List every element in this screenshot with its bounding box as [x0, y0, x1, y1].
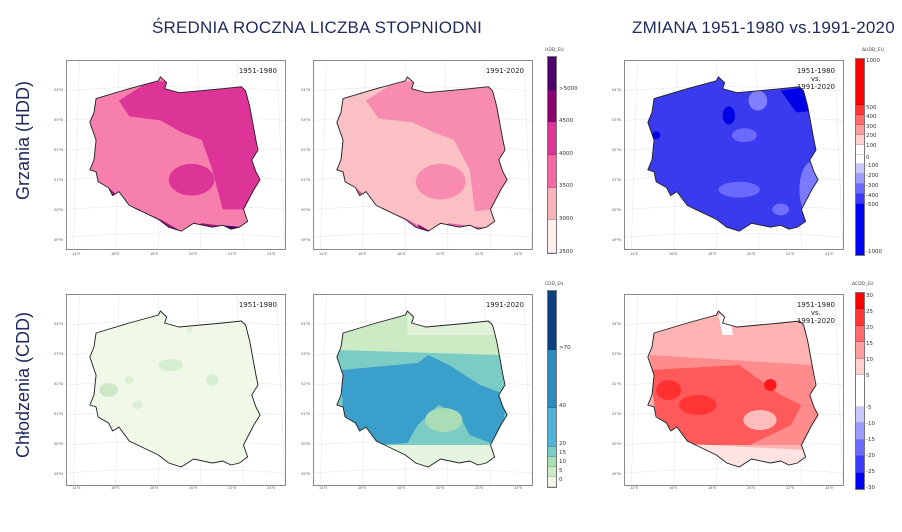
lon-tick-label: 18°E [150, 486, 159, 490]
lon-tick-label: 24°E [825, 252, 834, 256]
lon-tick-label: 22°E [475, 252, 484, 256]
lon-tick-label: 18°E [708, 486, 717, 490]
lat-tick-label: 52°N [612, 382, 621, 386]
lat-tick-label: 53°N [54, 118, 63, 122]
colorbar-title: ΔHDD_EU [862, 48, 884, 53]
lat-tick-label: 51°N [301, 178, 310, 182]
period-label: 1951-1980 [238, 67, 277, 75]
lon-tick-label: 14°E [319, 252, 328, 256]
lat-tick-label: 49°N [612, 472, 621, 476]
lat-tick-label: 49°N [54, 238, 63, 242]
lon-tick-label: 24°E [267, 252, 276, 256]
lon-tick-label: 14°E [319, 486, 328, 490]
colorbar-hdd: HDD_EU >5000 4500 4000 3500 3000 2500 [545, 48, 578, 255]
map-hdd-1951-1980: 1951-1980 [66, 60, 286, 260]
lon-tick-label: 22°E [786, 252, 795, 256]
lat-tick-label: 53°N [54, 352, 63, 356]
lat-tick-label: 51°N [54, 412, 63, 416]
lon-tick-label: 18°E [708, 252, 717, 256]
lon-tick-label: 20°E [436, 486, 445, 490]
period-label: 1951-1980 [238, 301, 277, 309]
lat-tick-label: 50°N [54, 208, 63, 212]
lon-tick-label: 16°E [111, 252, 120, 256]
map-cdd-1951-1980: 1951-1980 [66, 294, 286, 494]
period-label: 1991-2020 [485, 67, 524, 75]
lon-tick-label: 14°E [630, 486, 639, 490]
lon-tick-label: 18°E [397, 252, 406, 256]
lat-tick-label: 49°N [54, 472, 63, 476]
colorbar-cdd: CDD_EU >70 40 20 15 10 5 0 [545, 282, 585, 497]
lon-tick-label: 20°E [747, 252, 756, 256]
lat-tick-label: 52°N [54, 148, 63, 152]
lon-tick-label: 24°E [514, 486, 523, 490]
heading-change: ZMIANA 1951-1980 vs.1991-2020 [632, 18, 895, 37]
row-label-cdd: Chłodzenia (CDD) [13, 311, 33, 458]
lat-tick-label: 53°N [301, 118, 310, 122]
lat-tick-label: 50°N [612, 442, 621, 446]
row-label-hdd: Grzania (HDD) [13, 80, 33, 200]
lat-tick-label: 53°N [612, 352, 621, 356]
lon-tick-label: 24°E [825, 486, 834, 490]
lat-tick-label: 49°N [301, 472, 310, 476]
map-cdd-change: 1951-1980 vs. 1991-2020 [624, 294, 844, 494]
lon-tick-label: 16°E [669, 486, 678, 490]
lon-tick-label: 16°E [358, 252, 367, 256]
lon-tick-label: 16°E [111, 486, 120, 490]
lon-tick-label: 16°E [358, 486, 367, 490]
lat-tick-label: 49°N [301, 238, 310, 242]
lat-tick-label: 50°N [54, 442, 63, 446]
lon-tick-label: 20°E [436, 252, 445, 256]
lat-tick-label: 51°N [612, 178, 621, 182]
period-label: 1951-1980 vs. 1991-2020 [796, 301, 835, 325]
period-label: 1951-1980 vs. 1991-2020 [796, 67, 835, 91]
lat-tick-label: 53°N [612, 118, 621, 122]
lat-tick-label: 51°N [301, 412, 310, 416]
lat-tick-label: 52°N [301, 382, 310, 386]
lat-tick-label: 54°N [54, 322, 63, 326]
lon-tick-label: 20°E [189, 252, 198, 256]
lat-tick-label: 50°N [612, 208, 621, 212]
lon-tick-label: 22°E [786, 486, 795, 490]
colorbar-title: HDD_EU [545, 48, 564, 53]
map-hdd-change: 1951-1980 vs. 1991-2020 [624, 60, 844, 260]
lon-tick-label: 24°E [267, 486, 276, 490]
lat-tick-label: 54°N [301, 88, 310, 92]
lon-tick-label: 18°E [150, 252, 159, 256]
lon-tick-label: 20°E [747, 486, 756, 490]
lat-tick-label: 50°N [301, 208, 310, 212]
heading-average-degree-days: ŚREDNIA ROCZNA LICZBA STOPNIODNI [152, 18, 483, 37]
map-cdd-1991-2020: 1991-2020 [313, 294, 533, 494]
lon-tick-label: 14°E [72, 252, 81, 256]
lat-tick-label: 51°N [612, 412, 621, 416]
lat-tick-label: 54°N [301, 322, 310, 326]
lat-tick-label: 51°N [54, 178, 63, 182]
lat-tick-label: 50°N [301, 442, 310, 446]
lon-tick-label: 14°E [630, 252, 639, 256]
lon-tick-label: 22°E [475, 486, 484, 490]
lon-tick-label: 18°E [397, 486, 406, 490]
lat-tick-label: 54°N [54, 88, 63, 92]
lat-tick-label: 54°N [612, 88, 621, 92]
colorbar-title: ΔCDD_EU [852, 282, 874, 287]
lon-tick-label: 24°E [514, 252, 523, 256]
lat-tick-label: 54°N [612, 322, 621, 326]
lat-tick-label: 49°N [612, 238, 621, 242]
colorbar-title: CDD_EU [545, 282, 564, 287]
lon-tick-label: 14°E [72, 486, 81, 490]
lat-tick-label: 52°N [612, 148, 621, 152]
lon-tick-label: 16°E [669, 252, 678, 256]
lat-tick-label: 52°N [301, 148, 310, 152]
colorbar-delta-cdd: ΔCDD_EU 30 25 20 15 10 5 -5 -10 -15 -20 … [852, 282, 875, 491]
lon-tick-label: 22°E [228, 252, 237, 256]
lon-tick-label: 20°E [189, 486, 198, 490]
lat-tick-label: 53°N [301, 352, 310, 356]
lat-tick-label: 52°N [54, 382, 63, 386]
lon-tick-label: 22°E [228, 486, 237, 490]
colorbar-delta-hdd: ΔHDD_EU 1000 500 400 300 200 100 0 -100 … [852, 48, 902, 263]
map-hdd-1991-2020: 1991-2020 [313, 60, 533, 260]
period-label: 1991-2020 [485, 301, 524, 309]
